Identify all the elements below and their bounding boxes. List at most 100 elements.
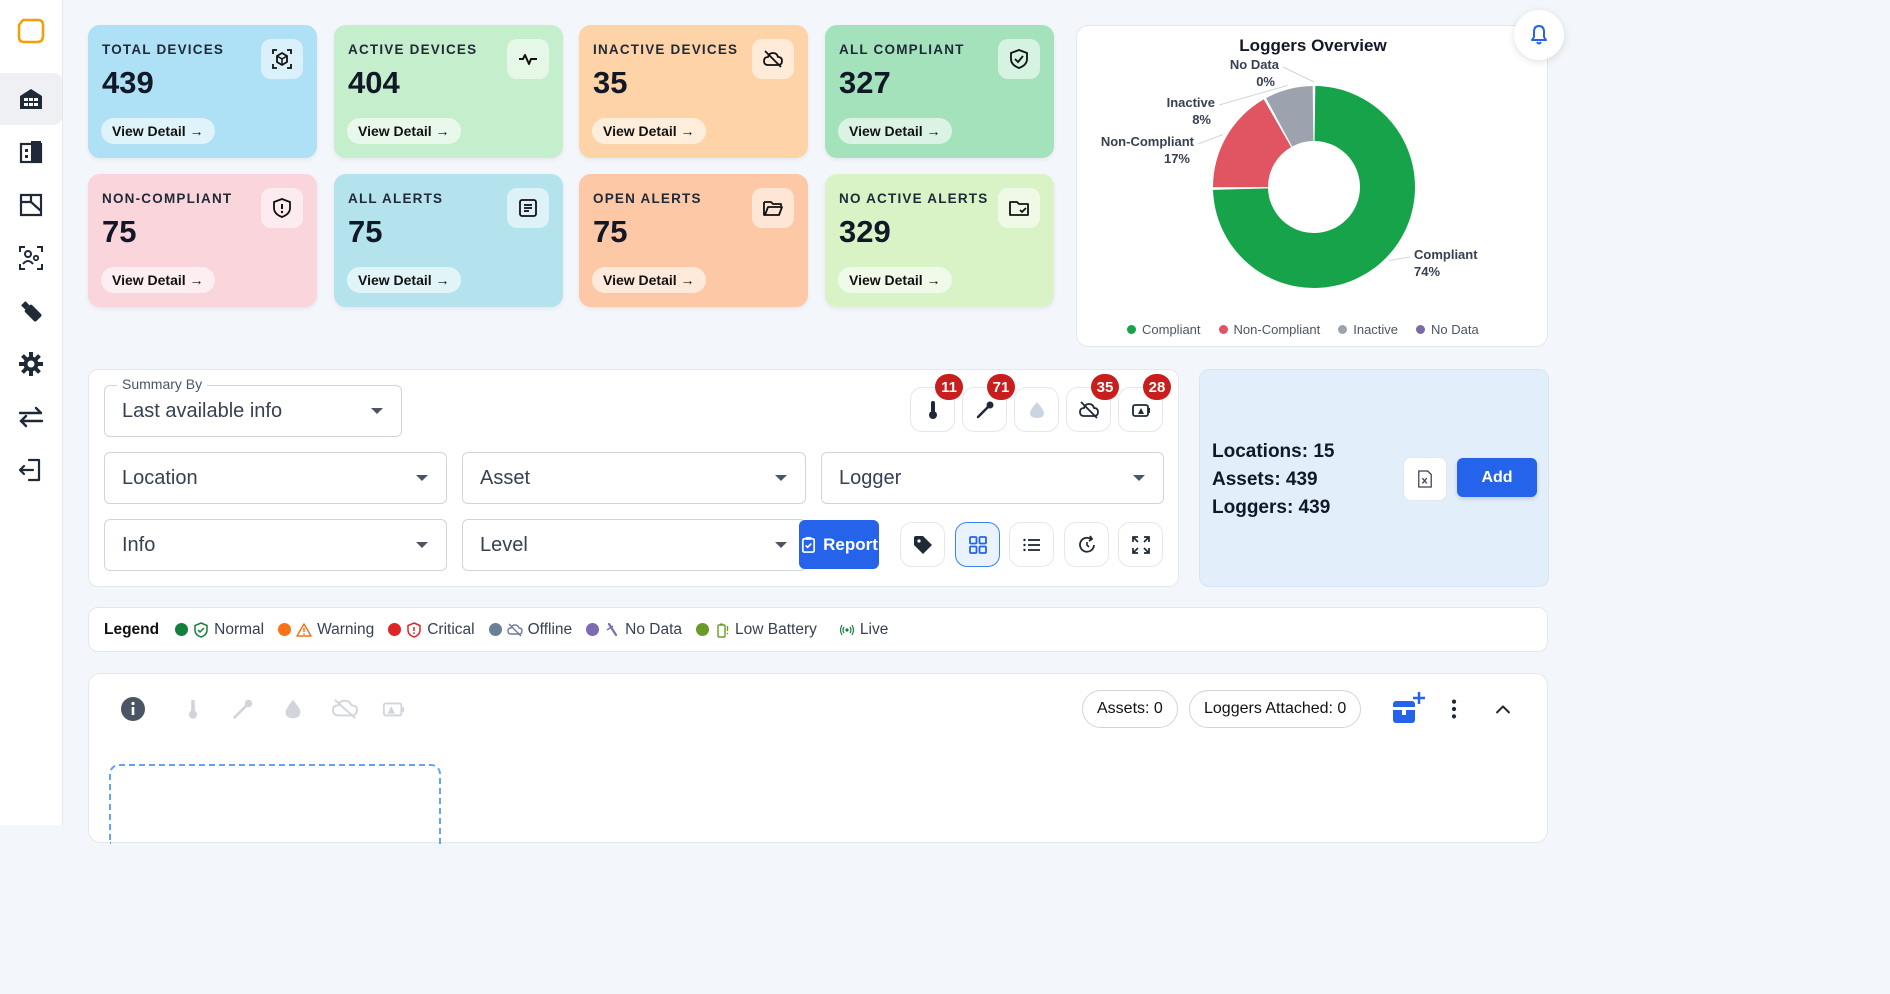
view-detail-button[interactable]: View Detail → bbox=[101, 267, 215, 293]
collapse-chevron-icon[interactable] bbox=[1490, 696, 1516, 722]
chart-legend-item[interactable]: No Data bbox=[1416, 322, 1479, 337]
logger-select[interactable]: Logger bbox=[821, 452, 1164, 504]
leader-line bbox=[1282, 66, 1315, 83]
assets-count: Assets: 439 bbox=[1212, 469, 1318, 490]
user-scan-icon bbox=[19, 246, 43, 270]
locations-count: Locations: 15 bbox=[1212, 441, 1335, 462]
card-title: TOTAL DEVICES bbox=[102, 42, 225, 57]
level-select[interactable]: Level bbox=[462, 519, 806, 571]
sidebar-item-loggers[interactable] bbox=[0, 285, 62, 337]
cloud-off-icon bbox=[752, 39, 794, 79]
legend-dot bbox=[1416, 325, 1426, 334]
probe-icon[interactable] bbox=[230, 696, 256, 722]
battery-alert-icon[interactable] bbox=[379, 696, 409, 722]
chart-legend-item[interactable]: Compliant bbox=[1127, 322, 1201, 337]
leader-line bbox=[1197, 134, 1224, 145]
card-title: OPEN ALERTS bbox=[593, 191, 702, 206]
card-all-alerts: ALL ALERTS 75 View Detail → bbox=[334, 174, 563, 307]
chart-legend-item[interactable]: Inactive bbox=[1338, 322, 1398, 337]
sidebar-item-users[interactable] bbox=[0, 232, 62, 284]
battery-low-icon bbox=[717, 623, 729, 638]
info-select[interactable]: Info bbox=[104, 519, 447, 571]
sidebar-item-logout[interactable] bbox=[0, 444, 62, 496]
legend-dot bbox=[1338, 325, 1348, 334]
cloud-off-icon[interactable] bbox=[329, 696, 361, 722]
donut-slice-inactive[interactable] bbox=[1266, 86, 1314, 147]
legend-label: No Data bbox=[1431, 322, 1479, 337]
asset-select[interactable]: Asset bbox=[462, 452, 806, 504]
asset-dropzone[interactable] bbox=[109, 764, 441, 844]
folder-check-icon bbox=[998, 188, 1040, 228]
app-logo-icon[interactable] bbox=[16, 16, 46, 46]
list-view-icon bbox=[1022, 538, 1040, 551]
card-value: 329 bbox=[839, 214, 891, 249]
status-dot bbox=[278, 623, 292, 636]
sidebar-item-warehouse[interactable] bbox=[0, 73, 62, 125]
view-detail-button[interactable]: View Detail → bbox=[347, 118, 461, 144]
legend-label: Compliant bbox=[1142, 322, 1201, 337]
report-button[interactable]: Report bbox=[799, 520, 879, 569]
slice-value-label: 17% bbox=[1164, 151, 1190, 166]
expand-icon bbox=[1131, 535, 1150, 554]
sidebar-item-transfer[interactable] bbox=[0, 391, 62, 443]
usb-logger-icon bbox=[21, 301, 42, 322]
notifications-button[interactable] bbox=[1514, 10, 1564, 60]
legend-item-normal: Normal bbox=[175, 621, 264, 639]
list-view-button[interactable] bbox=[1009, 522, 1054, 567]
chart-legend-item[interactable]: Non-Compliant bbox=[1218, 322, 1321, 337]
info-icon[interactable] bbox=[120, 696, 146, 722]
add-asset-icon[interactable] bbox=[1391, 690, 1427, 726]
logger-select-label: Logger bbox=[839, 466, 902, 489]
floorplan-icon bbox=[19, 193, 43, 217]
view-detail-button[interactable]: View Detail → bbox=[838, 267, 952, 293]
offline-alert-button[interactable]: 35 bbox=[1066, 374, 1119, 432]
leader-line bbox=[1388, 256, 1411, 262]
donut-chart: Compliant 74% Non-Compliant 17% Inactive 8% No… bbox=[1101, 57, 1478, 288]
card-active-devices: ACTIVE DEVICES 404 View Detail → bbox=[334, 25, 563, 158]
humidity-drop-icon bbox=[1029, 401, 1044, 418]
view-detail-button[interactable]: View Detail → bbox=[592, 267, 706, 293]
view-detail-button[interactable]: View Detail → bbox=[838, 118, 952, 144]
probe-icon bbox=[976, 401, 993, 418]
humidity-drop-icon[interactable] bbox=[280, 696, 306, 722]
battery-alert-button[interactable]: 28 bbox=[1118, 374, 1171, 432]
donut-slice-compliant[interactable] bbox=[1213, 86, 1415, 288]
card-title: NON-COMPLIANT bbox=[102, 191, 233, 206]
status-dot bbox=[175, 623, 189, 636]
legend-label: Inactive bbox=[1353, 322, 1399, 337]
view-detail-button[interactable]: View Detail → bbox=[101, 118, 215, 144]
tag-button[interactable] bbox=[900, 522, 945, 567]
more-options-icon[interactable] bbox=[1441, 696, 1467, 722]
view-detail-button[interactable]: View Detail → bbox=[592, 118, 706, 144]
donut-slice-non-compliant[interactable] bbox=[1213, 99, 1292, 188]
status-legend: Legend Normal Warning Critical Offline N… bbox=[88, 607, 1548, 652]
humidity-alert-button[interactable] bbox=[1014, 387, 1059, 432]
card-all-compliant: ALL COMPLIANT 327 View Detail → bbox=[825, 25, 1054, 158]
alert-count-badge: 71 bbox=[987, 374, 1015, 400]
view-detail-button[interactable]: View Detail → bbox=[347, 267, 461, 293]
thermometer-icon[interactable] bbox=[180, 696, 206, 722]
loggers-attached-pill[interactable]: Loggers Attached: 0 bbox=[1189, 690, 1362, 728]
legend-label: Non-Compliant bbox=[1233, 322, 1321, 337]
alert-list-icon bbox=[507, 188, 549, 228]
assets-count-pill[interactable]: Assets: 0 bbox=[1082, 690, 1178, 728]
add-button[interactable]: Add bbox=[1457, 458, 1537, 497]
thermometer-icon bbox=[928, 400, 937, 419]
legend-item-offline: Offline bbox=[488, 621, 572, 639]
temperature-alert-button[interactable]: 11 bbox=[910, 374, 963, 432]
leader-line bbox=[1218, 84, 1288, 106]
card-title: INACTIVE DEVICES bbox=[593, 42, 739, 57]
sidebar-item-buildings[interactable] bbox=[0, 126, 62, 178]
refresh-button[interactable] bbox=[1064, 522, 1109, 567]
summary-by-select[interactable]: Summary By Last available info bbox=[104, 376, 402, 437]
status-dot bbox=[388, 623, 402, 636]
sidebar-item-settings[interactable] bbox=[0, 338, 62, 390]
grid-view-button[interactable] bbox=[955, 522, 1000, 567]
export-excel-button[interactable] bbox=[1403, 457, 1447, 501]
sidebar bbox=[0, 0, 63, 825]
location-select[interactable]: Location bbox=[104, 452, 447, 504]
expand-button[interactable] bbox=[1118, 522, 1163, 567]
probe-alert-button[interactable]: 71 bbox=[962, 374, 1015, 432]
warehouse-icon bbox=[20, 89, 42, 109]
sidebar-item-floorplan[interactable] bbox=[0, 179, 62, 231]
